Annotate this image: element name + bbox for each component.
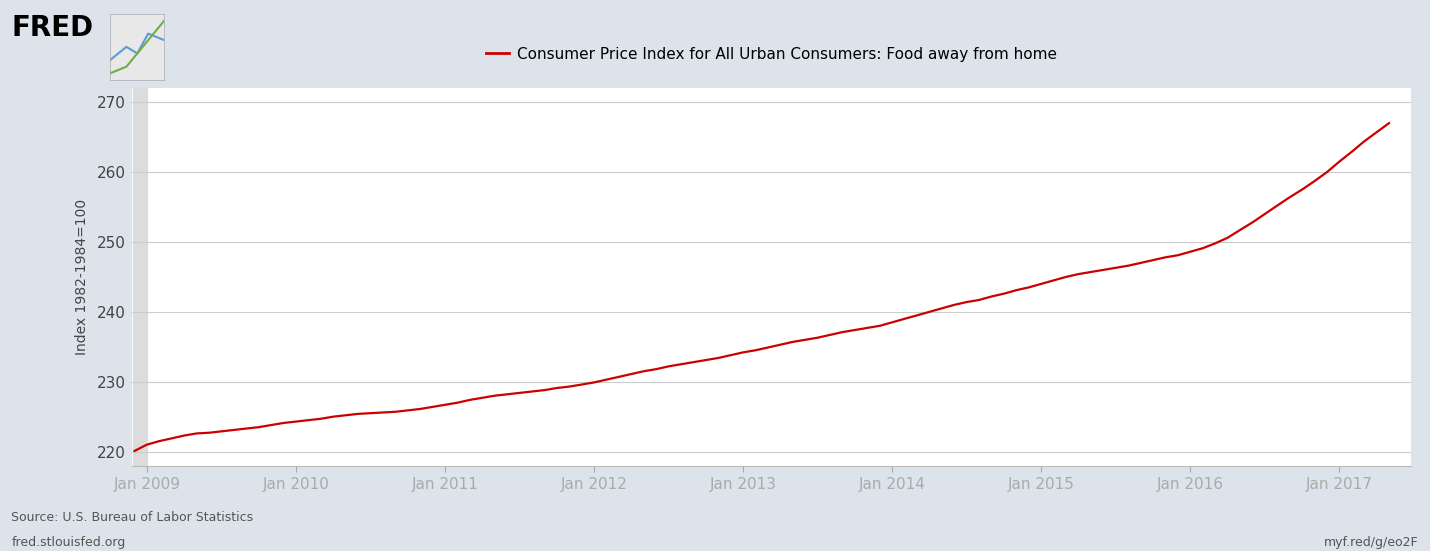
Text: fred.stlouisfed.org: fred.stlouisfed.org xyxy=(11,536,126,549)
Text: Source: U.S. Bureau of Labor Statistics: Source: U.S. Bureau of Labor Statistics xyxy=(11,511,253,525)
Text: myf.red/g/eo2F: myf.red/g/eo2F xyxy=(1324,536,1419,549)
Legend: Consumer Price Index for All Urban Consumers: Food away from home: Consumer Price Index for All Urban Consu… xyxy=(486,47,1057,62)
Bar xyxy=(133,88,147,466)
Y-axis label: Index 1982-1984=100: Index 1982-1984=100 xyxy=(74,199,89,355)
Text: FRED: FRED xyxy=(11,14,93,42)
